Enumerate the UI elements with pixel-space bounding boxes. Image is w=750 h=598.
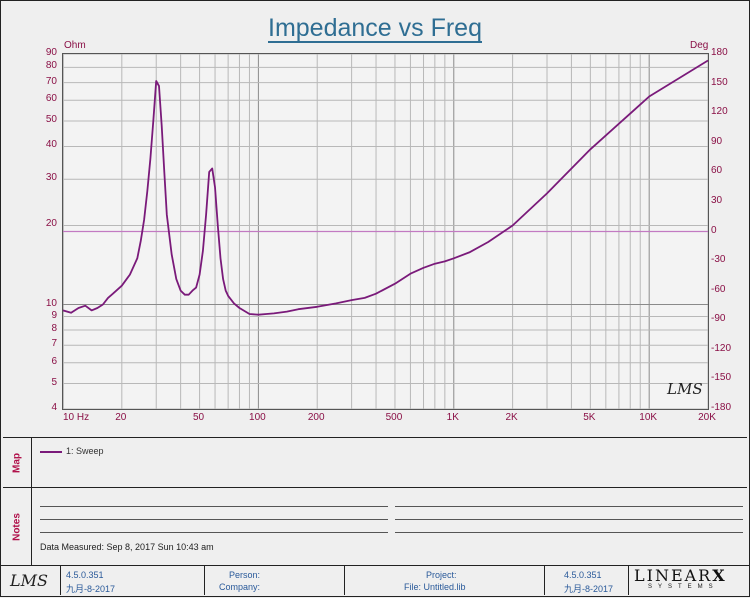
y-tick-label-right: -150	[711, 372, 732, 384]
y-tick-label-right: 180	[711, 47, 728, 58]
y-tick-label-left: 7	[51, 338, 57, 350]
footer	[0, 565, 750, 598]
y-tick-label-right: -120	[711, 342, 732, 354]
y-tick-label-right: 60	[711, 165, 723, 177]
y-tick-label-left: 8	[51, 322, 57, 334]
x-tick-label: 200	[307, 412, 325, 423]
note-line[interactable]	[395, 506, 743, 507]
footer-person: Person: Company:	[204, 565, 345, 595]
map-panel	[3, 437, 747, 488]
y-tick-label-left: 30	[45, 172, 57, 184]
y-tick-label-left: 6	[51, 355, 57, 367]
x-tick-label: 20K	[698, 412, 716, 423]
x-tick-label: 100	[249, 412, 266, 423]
series-line-sweep	[63, 59, 708, 316]
x-tick-label: 50	[193, 412, 205, 423]
note-line[interactable]	[395, 519, 743, 520]
lms-watermark: LMS	[667, 380, 703, 398]
lms-logo: LMS	[10, 571, 48, 590]
y-tick-label-left: 70	[45, 75, 57, 87]
y-tick-label-left: 90	[45, 47, 57, 58]
notes-side-label: Notes	[3, 488, 32, 565]
x-tick-label: 2K	[505, 412, 518, 423]
footer-project: Project: File: Untitled.lib	[344, 565, 545, 595]
x-tick-label: 1K	[446, 412, 459, 423]
note-line[interactable]	[395, 532, 743, 533]
y-tick-label-left: 80	[45, 60, 57, 72]
y-tick-label-right: 30	[711, 194, 723, 206]
notes-panel	[3, 487, 747, 566]
legend-entry[interactable]: 1: Sweep	[66, 446, 104, 456]
x-tick-label: 10K	[639, 412, 658, 423]
right-axis-unit: Deg	[690, 40, 709, 51]
y-tick-label-left: 5	[51, 376, 57, 388]
note-line[interactable]	[40, 506, 388, 507]
y-tick-label-left: 9	[51, 309, 57, 321]
y-tick-label-left: 40	[45, 139, 57, 151]
y-tick-label-right: 90	[711, 135, 723, 147]
footer-version-left: 4.5.0.351 九月-8-2017	[60, 565, 205, 595]
footer-version-right: 4.5.0.351 九月-8-2017	[544, 565, 629, 595]
y-tick-label-left: 60	[45, 93, 57, 105]
y-tick-label-right: -60	[711, 283, 726, 295]
data-measured: Data Measured: Sep 8, 2017 Sun 10:43 am	[40, 542, 214, 552]
impedance-chart	[63, 54, 708, 409]
y-tick-label-left: 10	[45, 297, 57, 309]
y-tick-label-right: 150	[711, 76, 728, 88]
y-tick-label-left: 20	[45, 218, 57, 230]
y-tick-label-right: -30	[711, 254, 726, 266]
legend-swatch	[40, 451, 62, 453]
y-tick-label-right: -90	[711, 313, 726, 325]
y-tick-label-left: 4	[51, 402, 57, 413]
x-tick-label: 500	[385, 412, 403, 423]
x-tick-label: 10 Hz	[63, 412, 90, 423]
y-tick-label-right: -180	[711, 402, 732, 413]
plot-area: LMS	[62, 53, 709, 410]
y-tick-label-left: 50	[45, 114, 57, 126]
y-tick-label-right: 120	[711, 106, 728, 118]
x-tick-label: 20	[115, 412, 127, 423]
x-tick-label: 5K	[583, 412, 596, 423]
note-line[interactable]	[40, 519, 388, 520]
map-side-label: Map	[3, 438, 32, 487]
note-line[interactable]	[40, 532, 388, 533]
left-axis-unit: Ohm	[64, 40, 86, 51]
y-tick-label-right: 0	[711, 224, 717, 236]
chart-title: Impedance vs Freq	[268, 14, 482, 42]
linear-x-logo: LINEARX SYSTEMS	[634, 566, 727, 590]
footer-logo-cell: LMS	[0, 565, 61, 595]
